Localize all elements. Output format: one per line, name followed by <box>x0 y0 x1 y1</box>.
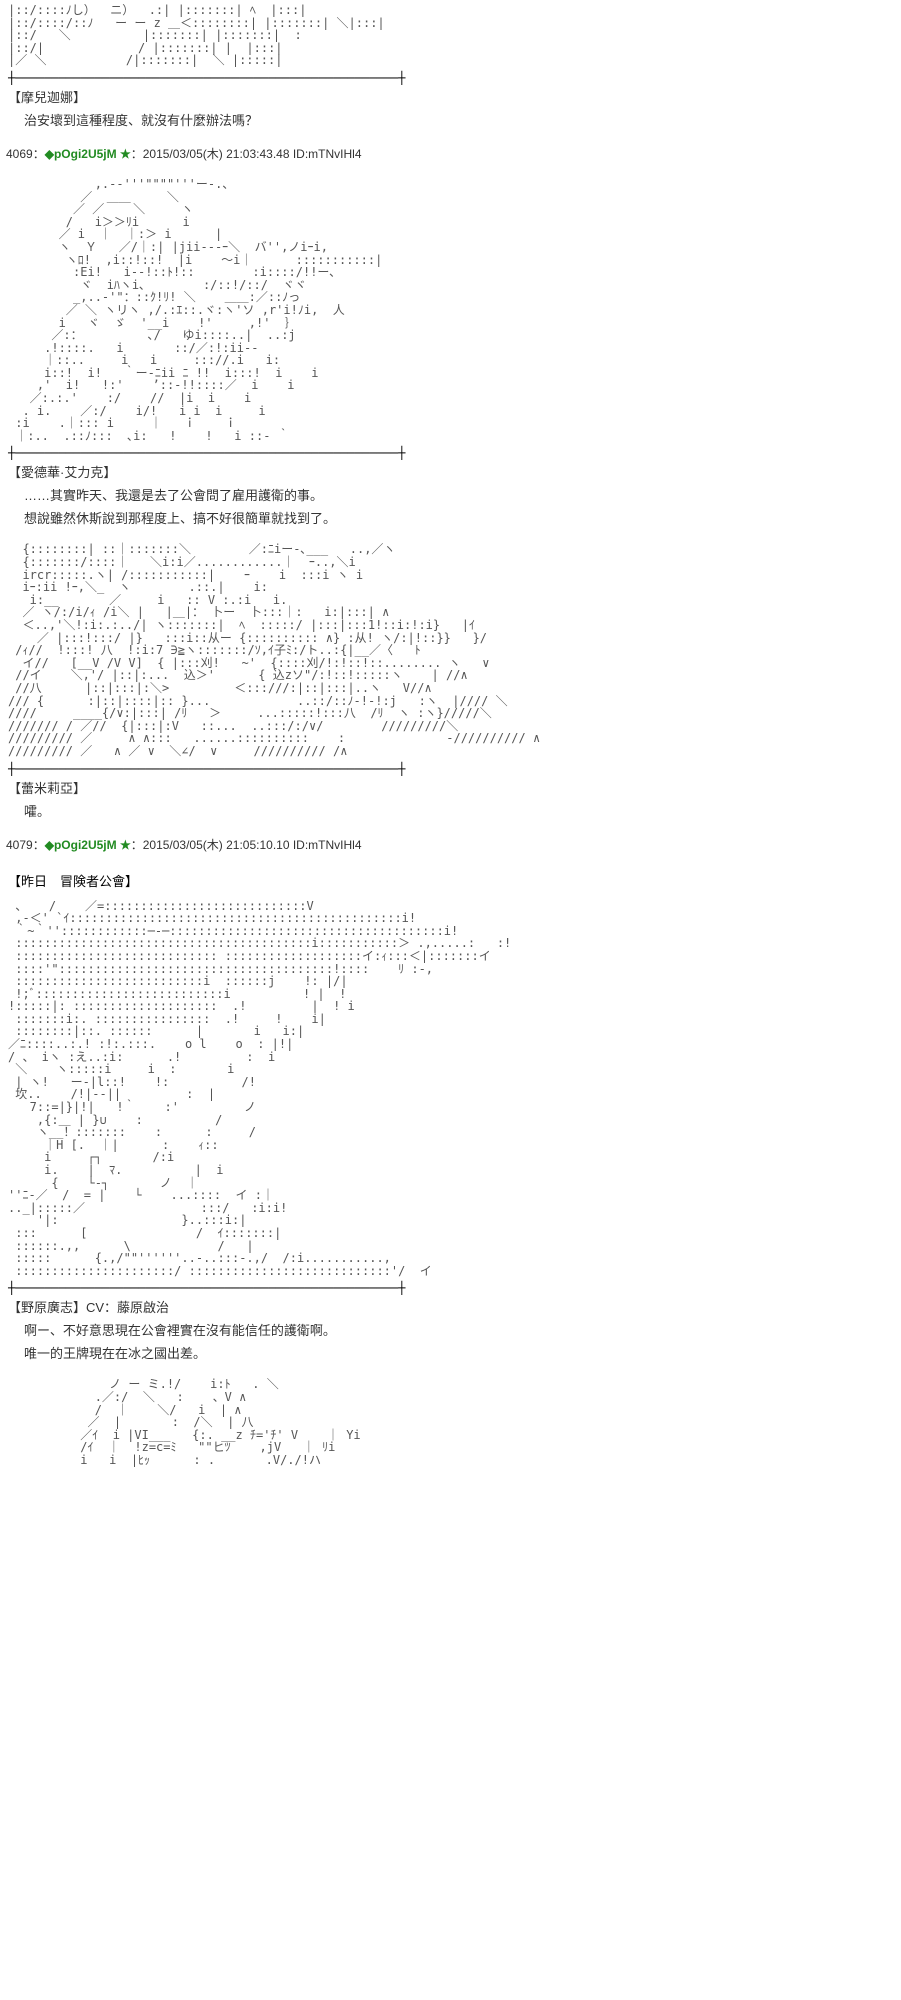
ascii-art-2: ,.-‐'''""""'''ー-.、 ／ ＿＿ ＼ ／ ／ ＼ ヽ / i＞＞ﾘ… <box>0 174 901 446</box>
character-name-3: 【蕾米莉亞】 <box>0 776 901 799</box>
ascii-art-1: |::/::::ﾉし） ニ） .:| |:::::::| ﾍ |:::| |::… <box>0 0 901 71</box>
dialogue-2b: 想說雖然休斯說到那程度上、搞不好很簡單就找到了。 <box>0 506 901 529</box>
post-5: ノ ー ミ.!/ i:ﾄ . ＼ .／:/ ＼ : 、V ∧ / ｜ ＼/ i … <box>0 1374 901 1470</box>
post-meta-2: ：2015/03/05(木) 21:03:43.48 ID:mTNvIHl4 <box>131 147 362 161</box>
post-4: 、 / ／=::::::::::::::::::::::::::::V ,-＜'… <box>0 896 901 1365</box>
post-header-4: 4079：◆pOgi2U5jM ★：2015/03/05(木) 21:05:10… <box>0 832 901 857</box>
ascii-art-4: 、 / ／=::::::::::::::::::::::::::::V ,-＜'… <box>0 896 901 1282</box>
post-sep-4: ： <box>33 838 45 852</box>
scene-label-4: 【昨日 冒険者公會】 <box>0 865 901 896</box>
divider-1: ┼───────────────────────────────────────… <box>0 71 901 85</box>
post-num-4: 4079 <box>6 838 33 852</box>
dialogue-4b: 唯一的王牌現在在冰之國出差。 <box>0 1341 901 1364</box>
ascii-art-3: {::::::::| ::｜:::::::＼ ／:ﾆiー-､___ ..,／ヽ … <box>0 539 901 761</box>
ascii-art-5: ノ ー ミ.!/ i:ﾄ . ＼ .／:/ ＼ : 、V ∧ / ｜ ＼/ i … <box>0 1374 901 1470</box>
character-name-2: 【愛德華·艾力克】 <box>0 460 901 483</box>
divider-3: ┼───────────────────────────────────────… <box>0 762 901 776</box>
post-2: ,.-‐'''""""'''ー-.、 ／ ＿＿ ＼ ／ ／ ＼ ヽ / i＞＞ﾘ… <box>0 174 901 529</box>
character-name-4: 【野原廣志】CV：藤原啟治 <box>0 1295 901 1318</box>
post-1: |::/::::ﾉし） ニ） .:| |:::::::| ﾍ |:::| |::… <box>0 0 901 131</box>
post-trip-2: ◆pOgi2U5jM ★ <box>45 147 131 161</box>
character-name-1: 【摩兒迦娜】 <box>0 85 901 108</box>
dialogue-2a: ……其實昨天、我還是去了公會問了雇用護衛的事。 <box>0 483 901 506</box>
divider-4: ┼───────────────────────────────────────… <box>0 1281 901 1295</box>
post-3: {::::::::| ::｜:::::::＼ ／:ﾆiー-､___ ..,／ヽ … <box>0 539 901 821</box>
dialogue-1: 治安壞到這種程度、就沒有什麼辦法嗎？ <box>0 108 901 131</box>
post-trip-4: ◆pOgi2U5jM ★ <box>45 838 131 852</box>
dialogue-3: 嚯。 <box>0 799 901 822</box>
post-meta-4: ：2015/03/05(木) 21:05:10.10 ID:mTNvIHl4 <box>131 838 362 852</box>
divider-2: ┼───────────────────────────────────────… <box>0 446 901 460</box>
post-num-2: 4069 <box>6 147 33 161</box>
dialogue-4a: 啊ー、不好意思現在公會裡實在沒有能信任的護衛啊。 <box>0 1318 901 1341</box>
post-header-2: 4069：◆pOgi2U5jM ★：2015/03/05(木) 21:03:43… <box>0 141 901 166</box>
post-sep-2: ： <box>33 147 45 161</box>
